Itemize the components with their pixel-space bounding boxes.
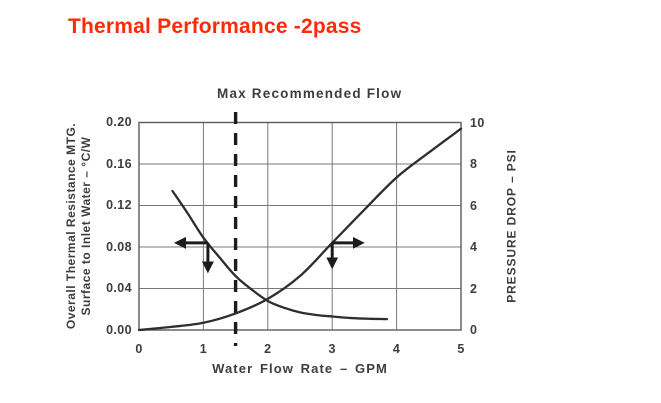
y-left-tick: 0.08 [106, 239, 132, 254]
y-left-axis-title-line1: Overall Thermal Resistance MTG. [64, 122, 78, 330]
y-right-tick: 0 [470, 323, 478, 337]
y-left-tick: 0.00 [106, 322, 132, 337]
y-right-tick: 10 [470, 115, 485, 130]
x-tick: 3 [328, 342, 336, 356]
x-tick: 5 [457, 342, 465, 356]
right-axis-arrow [326, 236, 365, 270]
max-flow-label: Max Recommended Flow [217, 86, 403, 101]
x-tick: 2 [264, 342, 272, 356]
y-left-tick: 0.04 [106, 281, 132, 295]
y-left-axis-title: Overall Thermal Resistance MTG. Surface … [64, 123, 94, 329]
x-axis-title: Water Flow Rate – GPM [212, 361, 388, 376]
pressure-drop-curve [137, 127, 463, 332]
y-right-axis-title: PRESSURE DROP – PSI [504, 149, 519, 303]
y-right-tick: 8 [470, 157, 478, 171]
page-title: Thermal Performance -2pass [68, 15, 362, 38]
y-right-tick: 6 [470, 198, 478, 213]
x-tick: 0 [135, 342, 143, 356]
y-left-tick: 0.20 [106, 115, 132, 129]
y-left-axis-title-line2: Surface to Inlet Water – °C/W [79, 136, 93, 316]
y-left-tick: 0.16 [106, 156, 132, 171]
left-axis-arrow [174, 236, 214, 274]
x-tick: 1 [199, 342, 208, 356]
x-tick: 4 [392, 342, 401, 356]
y-left-tick: 0.12 [106, 198, 132, 212]
plot-border [138, 121, 462, 331]
thermal-resistance-curve [171, 189, 389, 321]
y-right-tick: 4 [470, 240, 478, 254]
y-right-tick: 2 [470, 281, 478, 296]
